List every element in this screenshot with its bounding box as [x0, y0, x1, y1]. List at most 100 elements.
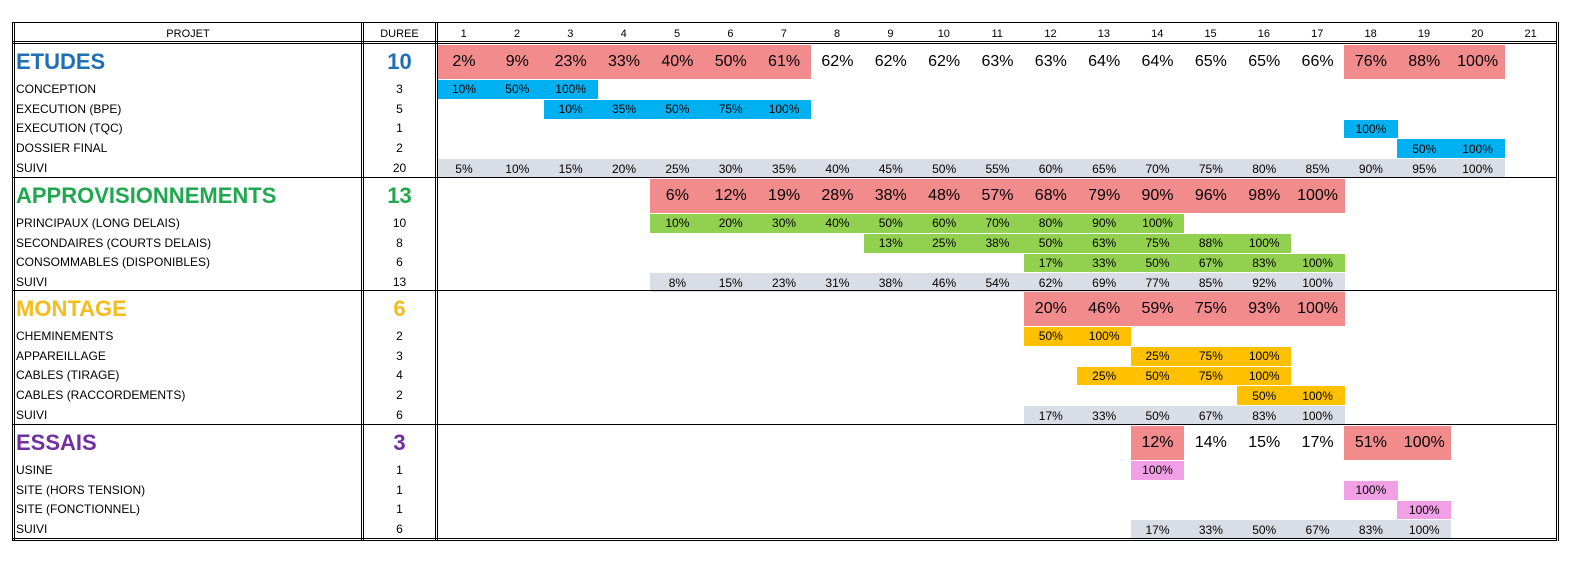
summary-cell: 64%: [1088, 53, 1121, 70]
summary-cell: 62%: [874, 53, 907, 70]
task-progress-cell: 50%: [1130, 366, 1185, 386]
task-duration: 1: [396, 462, 403, 477]
period-header-10: 10: [937, 27, 950, 40]
summary-cell: 93%: [1237, 292, 1292, 326]
task-progress-cell: 75%: [1130, 233, 1185, 253]
task-progress-cell: 100%: [1290, 386, 1345, 406]
suivi-cell: 60%: [1023, 159, 1078, 178]
suivi-cell: 50%: [1237, 520, 1292, 540]
task-progress-cell: 90%: [1077, 214, 1132, 233]
summary-cell: 79%: [1077, 179, 1132, 213]
summary-cell: 59%: [1130, 292, 1185, 326]
summary-cell: 63%: [1034, 53, 1067, 70]
period-header-11: 11: [991, 27, 1003, 40]
task-progress-cell: 35%: [597, 99, 651, 119]
summary-cell: 57%: [970, 179, 1025, 213]
task-progress-cell: 100%: [1130, 214, 1185, 233]
period-header-9: 9: [887, 27, 894, 40]
period-header-16: 16: [1257, 27, 1271, 40]
summary-cell: 38%: [863, 179, 918, 213]
task-progress-cell: 100%: [1343, 119, 1398, 139]
summary-cell: 100%: [1290, 179, 1345, 213]
summary-cell: 23%: [543, 45, 598, 79]
task-duration: 2: [396, 328, 403, 343]
task-progress-cell: 100%: [1290, 253, 1345, 273]
task-label: CABLES (TIRAGE): [16, 368, 120, 383]
period-header-6: 6: [727, 27, 734, 40]
task-duration: 1: [396, 482, 403, 497]
task-duration: 6: [396, 255, 403, 270]
suivi-cell: 85%: [1183, 273, 1238, 293]
suivi-cell: 95%: [1397, 159, 1452, 178]
suivi-cell: 100%: [1290, 406, 1345, 425]
suivi-cell: 100%: [1397, 520, 1452, 540]
summary-cell: 15%: [1248, 434, 1281, 451]
summary-cell: 33%: [597, 45, 651, 79]
summary-cell: 28%: [810, 179, 865, 213]
task-duration: 20: [392, 161, 407, 176]
period-header-12: 12: [1044, 27, 1057, 40]
section-title-montage: MONTAGE: [16, 295, 127, 321]
task-duration: 4: [396, 368, 403, 383]
suivi-cell: 100%: [1450, 159, 1505, 178]
task-progress-cell: 25%: [1077, 366, 1132, 386]
task-progress-cell: 88%: [1183, 233, 1238, 253]
summary-cell: 68%: [1023, 179, 1078, 213]
header-duree: DUREE: [380, 27, 419, 40]
task-progress-cell: 80%: [1023, 214, 1078, 233]
task-progress-cell: 100%: [1237, 366, 1292, 386]
task-label: SUIVI: [16, 161, 48, 176]
suivi-cell: 31%: [810, 273, 865, 293]
summary-cell: 98%: [1237, 179, 1292, 213]
summary-cell: 66%: [1301, 53, 1334, 70]
suivi-cell: 5%: [437, 159, 491, 178]
suivi-cell: 75%: [1183, 159, 1238, 178]
task-label: DOSSIER FINAL: [16, 141, 108, 156]
section-title-etudes: ETUDES: [16, 48, 106, 74]
task-progress-cell: 25%: [1130, 346, 1185, 366]
task-progress-cell: 50%: [490, 80, 545, 99]
summary-cell: 9%: [490, 45, 545, 79]
task-progress-cell: 50%: [1397, 139, 1452, 159]
suivi-cell: 17%: [1130, 520, 1185, 540]
period-header-17: 17: [1311, 27, 1324, 40]
suivi-cell: 70%: [1130, 159, 1185, 178]
section-duration-appro: 13: [387, 182, 412, 208]
summary-cell: 64%: [1141, 53, 1174, 70]
border-header-bottom: [12, 41, 1557, 42]
task-duration: 1: [396, 121, 403, 136]
section-title-essais: ESSAIS: [16, 429, 97, 455]
suivi-cell: 46%: [917, 273, 972, 293]
summary-cell: 90%: [1130, 179, 1185, 213]
task-progress-cell: 75%: [1183, 366, 1238, 386]
summary-cell: 100%: [1450, 45, 1505, 79]
section-divider: [12, 177, 1557, 178]
task-label: USINE: [16, 462, 53, 477]
period-header-8: 8: [834, 27, 841, 40]
task-progress-cell: 25%: [917, 233, 972, 253]
summary-cell: 19%: [757, 179, 812, 213]
period-header-15: 15: [1204, 27, 1217, 40]
period-header-2: 2: [513, 27, 521, 40]
suivi-cell: 30%: [703, 159, 758, 178]
suivi-cell: 15%: [703, 273, 758, 293]
suivi-cell: 55%: [970, 159, 1025, 178]
suivi-cell: 90%: [1343, 159, 1398, 178]
task-progress-cell: 50%: [1130, 253, 1185, 273]
border-top: [12, 22, 1557, 23]
task-progress-cell: 70%: [970, 214, 1025, 233]
task-label: SITE (HORS TENSION): [16, 482, 146, 497]
suivi-cell: 83%: [1237, 406, 1292, 425]
summary-cell: 65%: [1248, 53, 1281, 70]
suivi-cell: 33%: [1183, 520, 1238, 540]
task-progress-cell: 100%: [1397, 500, 1452, 520]
task-label: EXECUTION (TQC): [16, 121, 123, 136]
summary-cell: 2%: [437, 45, 491, 79]
task-progress-cell: 75%: [703, 99, 758, 119]
summary-cell: 88%: [1397, 45, 1452, 79]
suivi-cell: 50%: [1130, 406, 1185, 425]
suivi-cell: 35%: [757, 159, 812, 178]
section-duration-montage: 6: [393, 295, 406, 321]
border-vertical: [437, 22, 438, 541]
summary-cell: 62%: [928, 53, 961, 70]
